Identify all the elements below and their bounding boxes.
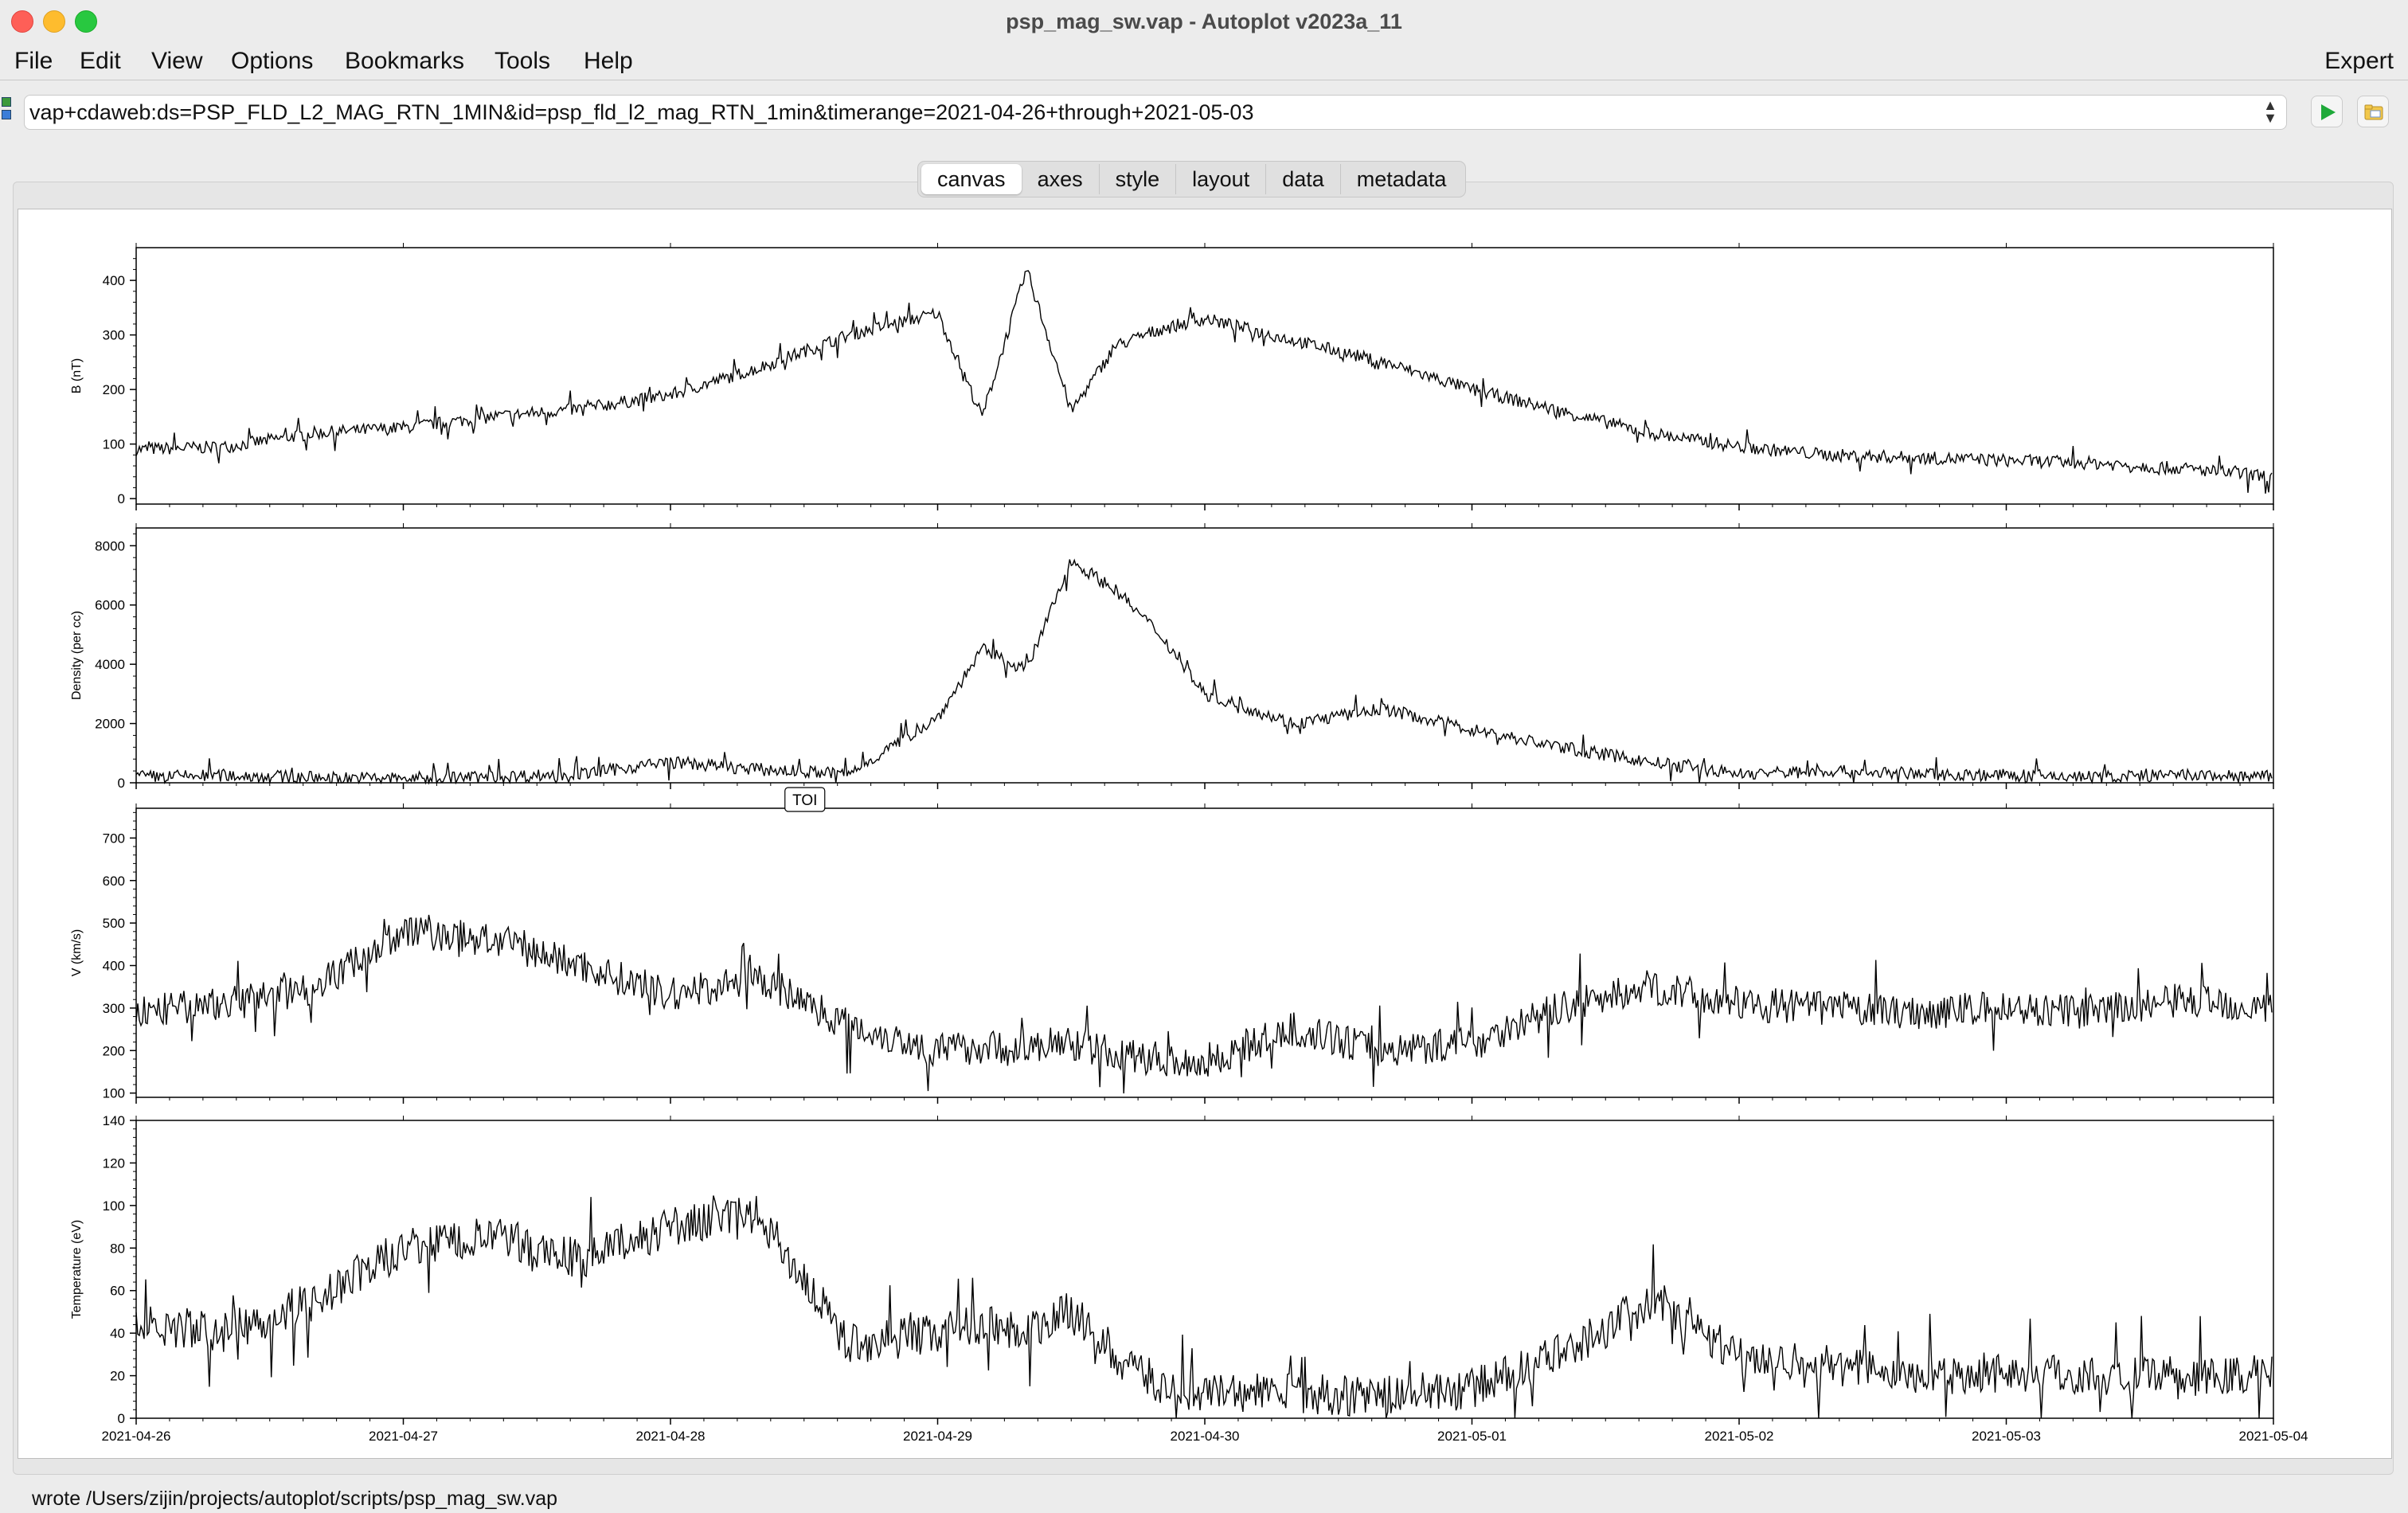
y-tick-label: 120: [103, 1155, 125, 1171]
chevron-updown-icon[interactable]: ▲ ▼: [2263, 97, 2277, 126]
go-button[interactable]: [2311, 96, 2343, 127]
y-tick-label: 40: [110, 1326, 125, 1341]
y-tick-label: 400: [103, 273, 125, 288]
y-tick-label: 100: [103, 437, 125, 452]
uri-input[interactable]: vap+cdaweb:ds=PSP_FLD_L2_MAG_RTN_1MIN&id…: [24, 95, 2287, 130]
y-axis-label: Density (per cc): [70, 611, 84, 700]
x-tick-label: 2021-04-28: [636, 1429, 706, 1444]
tab-bar: canvas axes style layout data metadata: [917, 161, 1467, 197]
y-tick-label: 0: [118, 1411, 125, 1426]
menu-view[interactable]: View: [151, 48, 203, 74]
y-tick-label: 700: [103, 831, 125, 846]
menu-help[interactable]: Help: [584, 48, 633, 74]
x-tick-label: 2021-04-29: [903, 1429, 972, 1444]
menu-bar: File Edit View Options Bookmarks Tools H…: [0, 43, 2408, 80]
x-tick-label: 2021-04-26: [102, 1429, 171, 1444]
uri-bar: vap+cdaweb:ds=PSP_FLD_L2_MAG_RTN_1MIN&id…: [0, 89, 2408, 140]
plot-frame: [135, 527, 2274, 784]
y-tick-label: 100: [103, 1198, 125, 1214]
velocity-panel: 100 200 300 400 500 600 700 V (km/s) TOI: [70, 787, 2274, 1104]
menu-file[interactable]: File: [14, 48, 53, 74]
y-tick-label: 300: [103, 1001, 125, 1016]
toi-annotation-box: [784, 787, 826, 812]
data-source-icon: [2, 97, 13, 123]
y-axis-label: V (km/s): [70, 929, 84, 977]
y-axis-label: B (nT): [70, 358, 84, 393]
y-tick-label: 100: [103, 1086, 125, 1101]
toi-annotation-label: TOI: [792, 792, 817, 809]
tab-style[interactable]: style: [1100, 164, 1177, 194]
y-tick-label: 200: [103, 1043, 125, 1058]
minimize-window-button[interactable]: [43, 10, 65, 33]
menu-options[interactable]: Options: [231, 48, 314, 74]
tab-canvas[interactable]: canvas: [921, 164, 1022, 194]
y-tick-label: 60: [110, 1284, 125, 1299]
y-tick-label: 8000: [95, 538, 125, 553]
series-line: [135, 1195, 2273, 1419]
plot-canvas[interactable]: 0 100 200 300 400 B (nT) 0 2000 4000 6000 8000 Dens…: [18, 209, 2392, 1459]
x-tick-label: 2021-05-01: [1437, 1429, 1507, 1444]
plot-frame: [135, 247, 2274, 505]
menu-edit[interactable]: Edit: [80, 48, 121, 74]
plot-frame: [135, 807, 2274, 1098]
y-tick-label: 0: [118, 491, 125, 506]
menu-bookmarks[interactable]: Bookmarks: [345, 48, 465, 74]
x-tick-label: 2021-05-04: [2239, 1429, 2308, 1444]
y-tick-label: 20: [110, 1369, 125, 1384]
series-line: [135, 270, 2273, 494]
density-panel: 0 2000 4000 6000 8000 Density (per cc): [70, 523, 2274, 791]
y-axis-label: Temperature (eV): [70, 1220, 84, 1319]
x-tick-label: 2021-05-02: [1705, 1429, 1774, 1444]
tab-metadata[interactable]: metadata: [1356, 167, 1447, 191]
x-tick-label: 2021-05-03: [1972, 1429, 2041, 1444]
menu-tools[interactable]: Tools: [494, 48, 551, 74]
play-icon: [2321, 104, 2336, 120]
title-bar: psp_mag_sw.vap - Autoplot v2023a_11: [0, 0, 2408, 43]
close-window-button[interactable]: [11, 10, 33, 33]
y-tick-label: 4000: [95, 657, 125, 672]
x-tick-label: 2021-04-30: [1171, 1429, 1240, 1444]
folder-button[interactable]: [2357, 96, 2389, 127]
y-tick-label: 400: [103, 959, 125, 974]
tab-data[interactable]: data: [1266, 164, 1341, 194]
b-field-panel: 0 100 200 300 400 B (nT): [70, 243, 2274, 510]
series-line: [135, 914, 2273, 1094]
y-tick-label: 80: [110, 1241, 125, 1256]
y-tick-label: 300: [103, 328, 125, 343]
window-title: psp_mag_sw.vap - Autoplot v2023a_11: [1006, 10, 1402, 33]
y-tick-label: 0: [118, 776, 125, 791]
y-tick-label: 140: [103, 1113, 125, 1128]
y-tick-label: 500: [103, 916, 125, 931]
x-tick-label: 2021-04-27: [369, 1429, 438, 1444]
x-axis: 2021-04-26 2021-04-27 2021-04-28 2021-04-29…: [102, 1429, 2308, 1444]
tab-layout[interactable]: layout: [1176, 164, 1267, 194]
temperature-panel: 0 20 40 60 80 100 120 140 Temperature (eV): [70, 1113, 2274, 1426]
y-tick-label: 200: [103, 382, 125, 397]
y-tick-label: 6000: [95, 598, 125, 613]
maximize-window-button[interactable]: [75, 10, 97, 33]
status-message: wrote /Users/zijin/projects/autoplot/scr…: [32, 1488, 558, 1510]
folder-icon: [2364, 104, 2383, 120]
y-tick-label: 600: [103, 874, 125, 889]
expert-mode-toggle[interactable]: Expert: [2324, 48, 2394, 74]
series-line: [135, 558, 2273, 785]
y-tick-label: 2000: [95, 717, 125, 732]
tab-axes[interactable]: axes: [1022, 164, 1100, 194]
